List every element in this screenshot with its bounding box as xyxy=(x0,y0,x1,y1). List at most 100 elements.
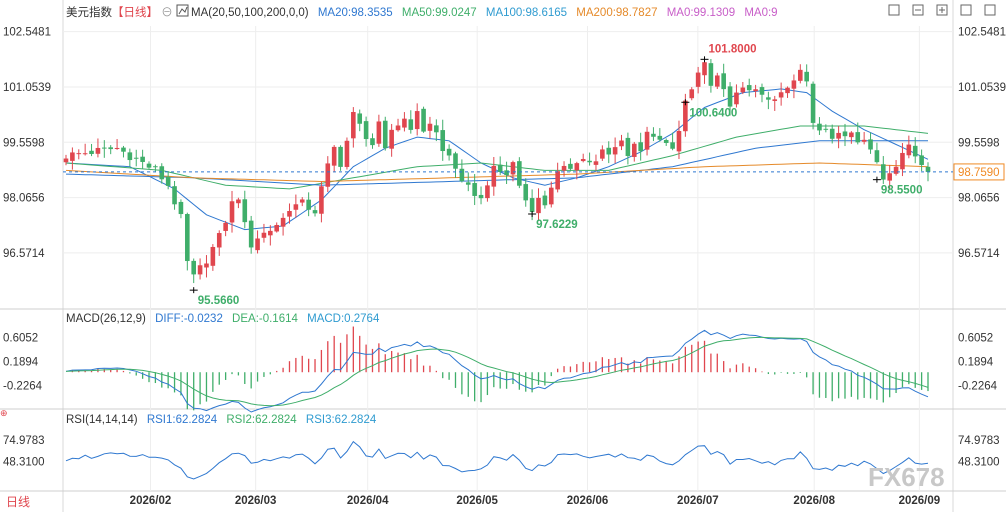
candle-down xyxy=(925,166,931,172)
candle-down xyxy=(312,210,318,214)
candle-up xyxy=(887,173,892,181)
candle-down xyxy=(172,186,177,205)
candle-up xyxy=(593,161,599,165)
zoom-out-icon[interactable] xyxy=(912,4,924,16)
ma20-value: MA20:98.3535 xyxy=(318,7,393,19)
candle-down xyxy=(408,119,414,130)
candle-up xyxy=(255,238,260,251)
candle-down xyxy=(421,108,426,132)
crosshair-icon[interactable]: ⊕ xyxy=(0,408,8,418)
candle-down xyxy=(568,163,573,169)
candle-up xyxy=(223,222,228,231)
ma50-line xyxy=(65,125,929,190)
candle-up xyxy=(427,123,433,131)
candle-down xyxy=(478,194,484,199)
ma0-value-2: MA0:9 xyxy=(744,7,777,19)
candle-up xyxy=(893,166,899,174)
candle-down xyxy=(140,156,145,162)
macd-tick-label-right: -0.2264 xyxy=(958,380,998,392)
candle-up xyxy=(785,87,790,94)
candle-up xyxy=(689,89,695,99)
candle-down xyxy=(472,183,477,196)
candle-up xyxy=(229,201,235,223)
candle-up xyxy=(548,187,554,205)
close-icon[interactable] xyxy=(984,4,996,16)
candle-down xyxy=(102,147,107,149)
price-tick-label-left: 98.0656 xyxy=(3,193,45,205)
candle-down xyxy=(517,161,522,186)
time-tick-label: 2026/04 xyxy=(347,495,389,507)
candle-down xyxy=(663,140,669,143)
rsi-tick-label-right: 48.3100 xyxy=(958,456,1000,468)
candle-up xyxy=(287,211,292,217)
candle-down xyxy=(248,220,254,248)
candle-up xyxy=(395,125,401,131)
time-tick-label: 2026/06 xyxy=(567,495,609,507)
candle-down xyxy=(874,150,880,163)
period-button[interactable]: 日线 xyxy=(6,495,30,509)
macd-pane xyxy=(65,326,929,413)
price-legend: 美元指数【日线】 ⊖ MA(20,50,100,200,0,0) MA20:98… xyxy=(66,4,778,19)
candle-down xyxy=(823,128,829,130)
candle-down xyxy=(746,85,752,91)
candle-up xyxy=(268,230,273,236)
candle-up xyxy=(331,146,337,166)
candle-down xyxy=(153,166,158,168)
candle-down xyxy=(829,128,835,139)
rsi-label: RSI(14,14,14) xyxy=(66,414,138,426)
rsi2-value: RSI2:62.2824 xyxy=(226,414,297,426)
candle-up xyxy=(197,265,203,275)
candle-down xyxy=(178,201,184,215)
settings-icon[interactable]: ⊖ xyxy=(158,7,173,19)
candle-up xyxy=(740,87,746,93)
period-label[interactable]: 【日线】 xyxy=(112,5,158,19)
candle-down xyxy=(165,176,171,186)
candle-down xyxy=(759,87,765,95)
svg-text:RSI(14,14,14) RSI1:62.28: RSI(14,14,14) RSI1:62.2824 RSI2:62.2824 … xyxy=(66,414,377,426)
grid xyxy=(63,26,953,491)
ma100-value: MA100:98.6165 xyxy=(486,7,567,19)
candle-up xyxy=(510,162,516,175)
macd-legend: MACD(26,12,9) DIFF:-0.0232 DEA:-0.1614 M… xyxy=(66,313,380,325)
candle-up xyxy=(76,153,82,155)
zoom-in-icon[interactable] xyxy=(936,4,948,16)
candle-down xyxy=(446,148,452,156)
candle-up xyxy=(210,246,216,266)
candle-down xyxy=(721,73,726,90)
candle-up xyxy=(114,147,120,149)
watermark: FX678 xyxy=(868,462,945,492)
candle-down xyxy=(89,150,94,154)
fullscreen-icon[interactable] xyxy=(888,4,900,16)
price-tick-label-right: 101.0539 xyxy=(958,82,1006,94)
candle-up xyxy=(325,163,331,187)
candle-down xyxy=(810,83,816,123)
rsi-tick-label-right: 74.9783 xyxy=(958,435,1000,447)
candle-up xyxy=(536,197,541,214)
candle-up xyxy=(849,132,854,138)
rsi-legend: RSI(14,14,14) RSI1:62.2824 RSI2:62.2824 … xyxy=(66,414,377,426)
time-tick-label: 2026/07 xyxy=(677,495,719,507)
instrument-title: 美元指数 xyxy=(66,5,112,19)
candle-up xyxy=(861,139,867,142)
candle-up xyxy=(714,75,720,87)
candle-down xyxy=(651,133,656,137)
candle-down xyxy=(159,166,165,180)
candle-up xyxy=(631,143,637,157)
candle-up xyxy=(791,80,797,89)
candle-up xyxy=(734,92,739,105)
candle-up xyxy=(555,171,560,190)
time-tick-label: 2026/03 xyxy=(235,495,277,507)
macd-label: MACD(26,12,9) xyxy=(66,313,146,325)
candle-down xyxy=(121,147,126,152)
candle-down xyxy=(497,164,503,172)
candle-down xyxy=(855,132,861,143)
settings-icon[interactable] xyxy=(960,4,972,16)
current-price-value: 98.7590 xyxy=(958,167,1000,179)
candle-down xyxy=(542,195,548,206)
ma-indicator-icon[interactable] xyxy=(176,4,189,17)
candle-up xyxy=(561,165,567,171)
time-tick-label: 2026/08 xyxy=(793,495,835,507)
candle-down xyxy=(529,198,535,213)
extreme-label: 101.8000 xyxy=(709,43,757,55)
